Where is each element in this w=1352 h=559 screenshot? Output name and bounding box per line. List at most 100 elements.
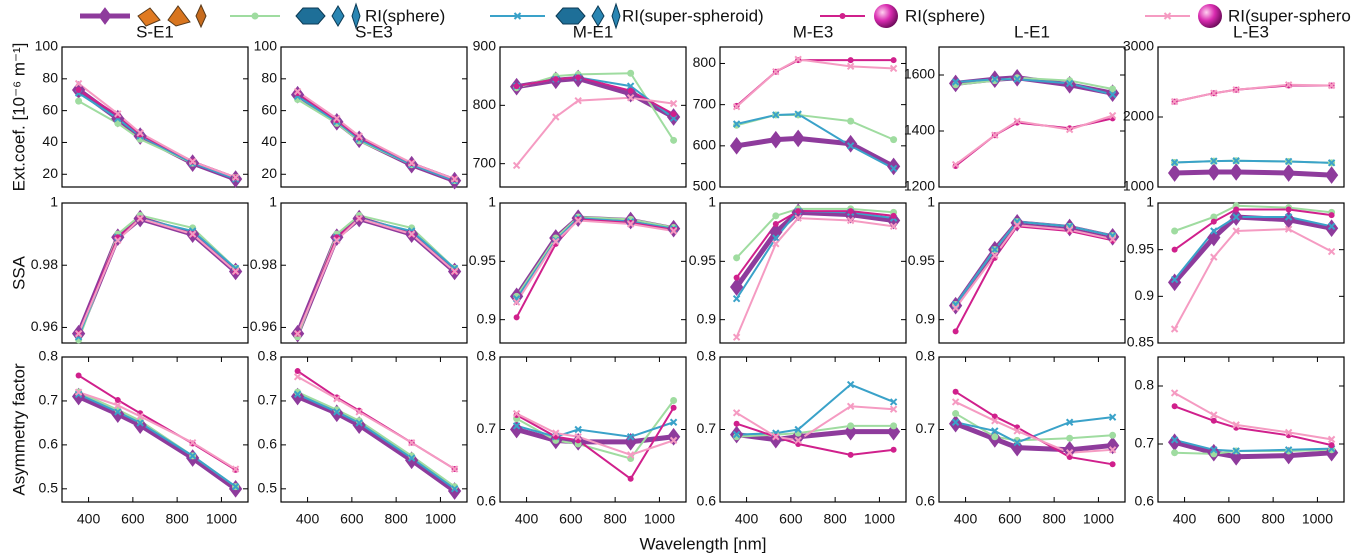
- circle-marker: [1109, 461, 1116, 468]
- x-marker: [889, 398, 898, 406]
- series-line: [735, 210, 894, 279]
- x-marker: [951, 78, 960, 86]
- x-marker: [355, 214, 363, 223]
- circle-marker: [670, 111, 677, 118]
- y-tick-label: 2000: [1123, 108, 1154, 124]
- panel: SSA 0.96 0.98 1: [9, 194, 249, 344]
- y-tick-label: 0.5: [39, 480, 59, 496]
- x-marker: [1327, 159, 1336, 167]
- x-marker: [1232, 227, 1240, 235]
- plot-frame: [61, 46, 249, 188]
- series-line: [955, 114, 1113, 166]
- x-marker: [1013, 438, 1021, 447]
- x-marker: [188, 157, 197, 166]
- circle-marker: [795, 208, 802, 215]
- y-tick-label: 1000: [1123, 178, 1154, 194]
- series-line: [296, 394, 457, 494]
- x-tick-label: 800: [384, 511, 408, 527]
- x-marker: [114, 110, 122, 118]
- x-marker: [1170, 436, 1179, 444]
- x-marker: [951, 304, 960, 312]
- x-marker: [114, 401, 122, 410]
- diamond-marker: [1282, 210, 1296, 229]
- panel: Asymmetry factor 0.5 0.6 0.7 0.8 400 600 800 100…: [9, 348, 249, 527]
- series-line: [735, 217, 894, 338]
- x-marker: [1170, 97, 1179, 106]
- circle-marker: [1210, 213, 1218, 221]
- circle-marker: [627, 87, 634, 94]
- x-marker: [669, 418, 678, 426]
- y-tick-label: 1: [927, 194, 935, 210]
- x-marker: [188, 230, 197, 238]
- x-marker: [991, 417, 999, 425]
- plot-frame: [280, 46, 468, 188]
- circle-marker: [1171, 403, 1178, 410]
- x-axis-label: Wavelength [nm]: [640, 534, 767, 553]
- x-marker: [1232, 157, 1240, 165]
- series-line: [77, 87, 237, 182]
- x-marker: [1232, 85, 1240, 94]
- x-tick-label: 600: [998, 511, 1022, 527]
- y-tick-label: 0.95: [469, 252, 496, 268]
- panel: S-E1 Ext.coef. [10⁻⁶ m⁻¹] 20 40 60 80 100: [9, 22, 249, 191]
- x-marker: [794, 214, 802, 222]
- y-tick-label: 0.8: [697, 348, 717, 364]
- x-marker: [293, 390, 302, 399]
- x-marker: [407, 438, 416, 447]
- panel: M-E1 700 800 900: [473, 22, 687, 188]
- x-marker: [333, 236, 341, 245]
- x-marker: [889, 164, 898, 173]
- y-tick-label: 0.95: [689, 252, 716, 268]
- series-line: [78, 89, 236, 179]
- x-marker: [552, 237, 560, 246]
- y-tick-label: 700: [473, 154, 497, 170]
- x-marker: [732, 430, 741, 439]
- y-tick-label: 0.8: [39, 348, 59, 364]
- x-marker: [574, 433, 582, 441]
- diamond-marker: [1167, 433, 1182, 452]
- x-marker: [512, 161, 521, 170]
- x-marker: [74, 329, 83, 338]
- series-line: [515, 215, 674, 297]
- x-marker: [794, 55, 802, 64]
- diamond-marker: [666, 427, 681, 446]
- x-marker: [1163, 12, 1172, 20]
- series-line: [297, 375, 456, 470]
- circle-marker: [670, 397, 678, 404]
- x-tick-label: 400: [954, 511, 978, 527]
- x-marker: [732, 102, 741, 111]
- circle-marker: [670, 136, 678, 144]
- y-tick-label: 1: [50, 194, 58, 210]
- x-marker: [1210, 253, 1218, 261]
- x-marker: [333, 395, 341, 403]
- y-tick-label: 20: [42, 165, 58, 181]
- x-marker: [74, 390, 83, 399]
- x-marker: [1210, 157, 1218, 165]
- x-tick-label: 600: [121, 511, 145, 527]
- x-marker: [732, 294, 741, 303]
- y-axis-label: Asymmetry factor: [9, 363, 28, 496]
- circle-marker: [733, 420, 740, 427]
- x-marker: [794, 425, 802, 434]
- panel: S-E3 20 40 60 80 100: [254, 22, 468, 188]
- plot-frame: [1157, 46, 1345, 188]
- x-marker: [512, 422, 521, 430]
- x-marker: [991, 131, 999, 139]
- x-marker: [794, 110, 802, 118]
- x-marker: [1065, 125, 1074, 134]
- y-tick-label: 0.96: [250, 318, 277, 334]
- series-line: [78, 100, 236, 179]
- x-marker: [1284, 428, 1293, 437]
- x-marker: [407, 454, 416, 462]
- circle-marker: [890, 446, 897, 453]
- y-tick-label: 0.8: [258, 348, 278, 364]
- diamond-marker: [844, 134, 858, 153]
- y-tick-label: 0.7: [1135, 435, 1155, 451]
- x-tick-label: 1000: [864, 511, 895, 527]
- circle-marker: [1328, 442, 1335, 449]
- circle-marker: [1210, 417, 1217, 424]
- x-tick-label: 800: [823, 511, 847, 527]
- x-marker: [1210, 227, 1218, 235]
- y-axis-label: SSA: [9, 255, 28, 290]
- circle-marker: [733, 274, 740, 281]
